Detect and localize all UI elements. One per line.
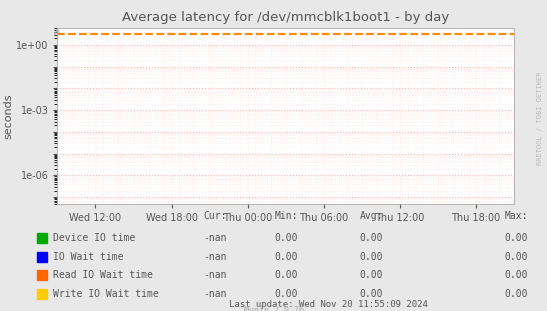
Text: -nan: -nan <box>203 270 227 280</box>
Text: -nan: -nan <box>203 289 227 299</box>
Text: RRDTOOL / TOBI OETIKER: RRDTOOL / TOBI OETIKER <box>537 72 543 165</box>
Text: Max:: Max: <box>504 211 528 221</box>
Text: Min:: Min: <box>275 211 298 221</box>
Text: Write IO Wait time: Write IO Wait time <box>53 289 158 299</box>
Text: 0.00: 0.00 <box>275 289 298 299</box>
Text: IO Wait time: IO Wait time <box>53 252 123 262</box>
Text: 0.00: 0.00 <box>275 270 298 280</box>
Text: 0.00: 0.00 <box>504 289 528 299</box>
Text: 0.00: 0.00 <box>359 289 383 299</box>
Text: Munin 2.0.76: Munin 2.0.76 <box>243 305 304 311</box>
Text: 0.00: 0.00 <box>275 252 298 262</box>
Text: 0.00: 0.00 <box>359 270 383 280</box>
Text: 0.00: 0.00 <box>359 252 383 262</box>
Text: -nan: -nan <box>203 252 227 262</box>
Text: 0.00: 0.00 <box>504 233 528 243</box>
Y-axis label: seconds: seconds <box>3 93 13 139</box>
Title: Average latency for /dev/mmcblk1boot1 - by day: Average latency for /dev/mmcblk1boot1 - … <box>122 11 450 24</box>
Text: -nan: -nan <box>203 233 227 243</box>
Text: 0.00: 0.00 <box>359 233 383 243</box>
Text: Last update: Wed Nov 20 11:55:09 2024: Last update: Wed Nov 20 11:55:09 2024 <box>229 300 428 309</box>
Text: Cur:: Cur: <box>203 211 227 221</box>
Text: Read IO Wait time: Read IO Wait time <box>53 270 153 280</box>
Text: Device IO time: Device IO time <box>53 233 135 243</box>
Text: 0.00: 0.00 <box>504 270 528 280</box>
Text: 0.00: 0.00 <box>275 233 298 243</box>
Text: Avg:: Avg: <box>359 211 383 221</box>
Text: 0.00: 0.00 <box>504 252 528 262</box>
